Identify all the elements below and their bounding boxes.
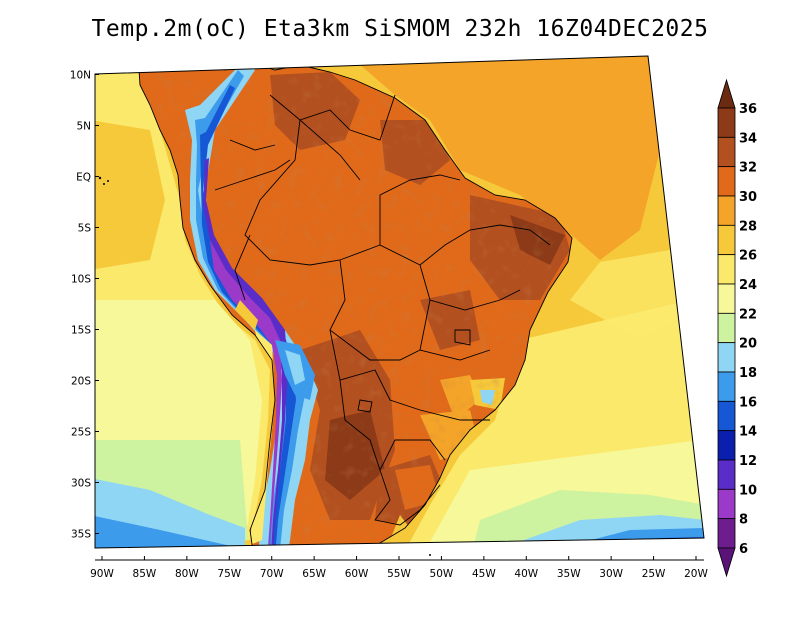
lon-tick-label: 40W: [514, 568, 538, 580]
lon-tick-label: 85W: [133, 568, 157, 580]
colorbar-label: 28: [739, 219, 757, 234]
colorbar-segment: [717, 283, 736, 314]
colorbar-segment: [717, 136, 736, 168]
colorbar-label: 8: [739, 513, 748, 528]
lon-tick-label: 80W: [175, 568, 199, 580]
colorbar-segment: [717, 518, 736, 549]
colorbar-segment: [717, 224, 736, 256]
colorbar-label: 14: [739, 425, 757, 440]
colorbar-label: 36: [739, 102, 757, 117]
colorbar-label: 16: [739, 395, 757, 410]
colorbar-label: 26: [739, 249, 757, 264]
colorbar-label: 24: [739, 278, 757, 293]
colorbar-label: 20: [739, 337, 757, 352]
lon-tick-label: 65W: [302, 568, 326, 580]
lat-tick-label: 20S: [71, 376, 91, 388]
lon-tick-label: 90W: [90, 568, 114, 580]
latitude-axis: 10N 5N EQ 5S 10S 15S 20S 25S 30S 35S: [70, 70, 99, 541]
longitude-axis: 90W 85W 80W 75W 70W 65W 60W 55W 50W 45W 40W 35W 30W 2…: [90, 556, 708, 580]
colorbar-segment: [717, 488, 736, 520]
colorbar-segment: [717, 342, 736, 373]
colorbar-segment: [717, 195, 736, 226]
colorbar-label: 30: [739, 190, 757, 205]
lon-tick-label: 70W: [260, 568, 284, 580]
colorbar-segment: [717, 107, 736, 138]
lat-tick-label: 5N: [76, 121, 91, 133]
lat-tick-label: 10S: [71, 274, 91, 286]
map-frame: [94, 55, 705, 549]
colorbar-label: 6: [739, 542, 748, 557]
lat-tick-label: 15S: [71, 325, 91, 337]
colorbar-label: 32: [739, 161, 757, 176]
lat-tick-label: EQ: [76, 172, 91, 184]
lon-tick-label: 45W: [472, 568, 496, 580]
lon-tick-label: 35W: [557, 568, 581, 580]
colorbar-segment: [717, 312, 736, 344]
colorbar-top-arrow: [717, 78, 736, 109]
colorbar-segment: [717, 400, 736, 432]
lon-tick-label: 20W: [684, 568, 708, 580]
lon-tick-label: 25W: [642, 568, 666, 580]
colorbar-label: 18: [739, 366, 757, 381]
lon-tick-label: 30W: [599, 568, 623, 580]
colorbar-segment: [717, 166, 736, 197]
lon-tick-label: 60W: [345, 568, 369, 580]
colorbar-label: 10: [739, 483, 757, 498]
lat-tick-label: 5S: [78, 223, 92, 235]
colorbar-label: 34: [739, 131, 757, 146]
lat-tick-label: 10N: [70, 70, 91, 82]
colorbar-bottom-arrow: [717, 547, 736, 578]
island-markers: [98, 176, 431, 556]
lon-tick-label: 55W: [387, 568, 411, 580]
coastline-borders: [137, 56, 573, 548]
lon-tick-label: 75W: [217, 568, 241, 580]
colorbar-segment: [717, 254, 736, 285]
temperature-colorbar: 36 34 32 30 28 26 24 22 20 18 16 14 12 10 8 6: [717, 78, 757, 578]
colorbar-segment: [717, 371, 736, 402]
colorbar-label: 22: [739, 307, 757, 322]
colorbar-segment: [717, 459, 736, 490]
lat-tick-label: 35S: [71, 529, 91, 541]
colorbar-label: 12: [739, 454, 757, 469]
lat-tick-label: 30S: [71, 478, 91, 490]
colorbar-segment: [717, 430, 736, 461]
lat-tick-label: 25S: [71, 427, 91, 439]
lon-tick-label: 50W: [430, 568, 454, 580]
map-title: Temp.2m(oC) Eta3km SiSMOM 232h 16Z04DEC2…: [91, 16, 709, 42]
